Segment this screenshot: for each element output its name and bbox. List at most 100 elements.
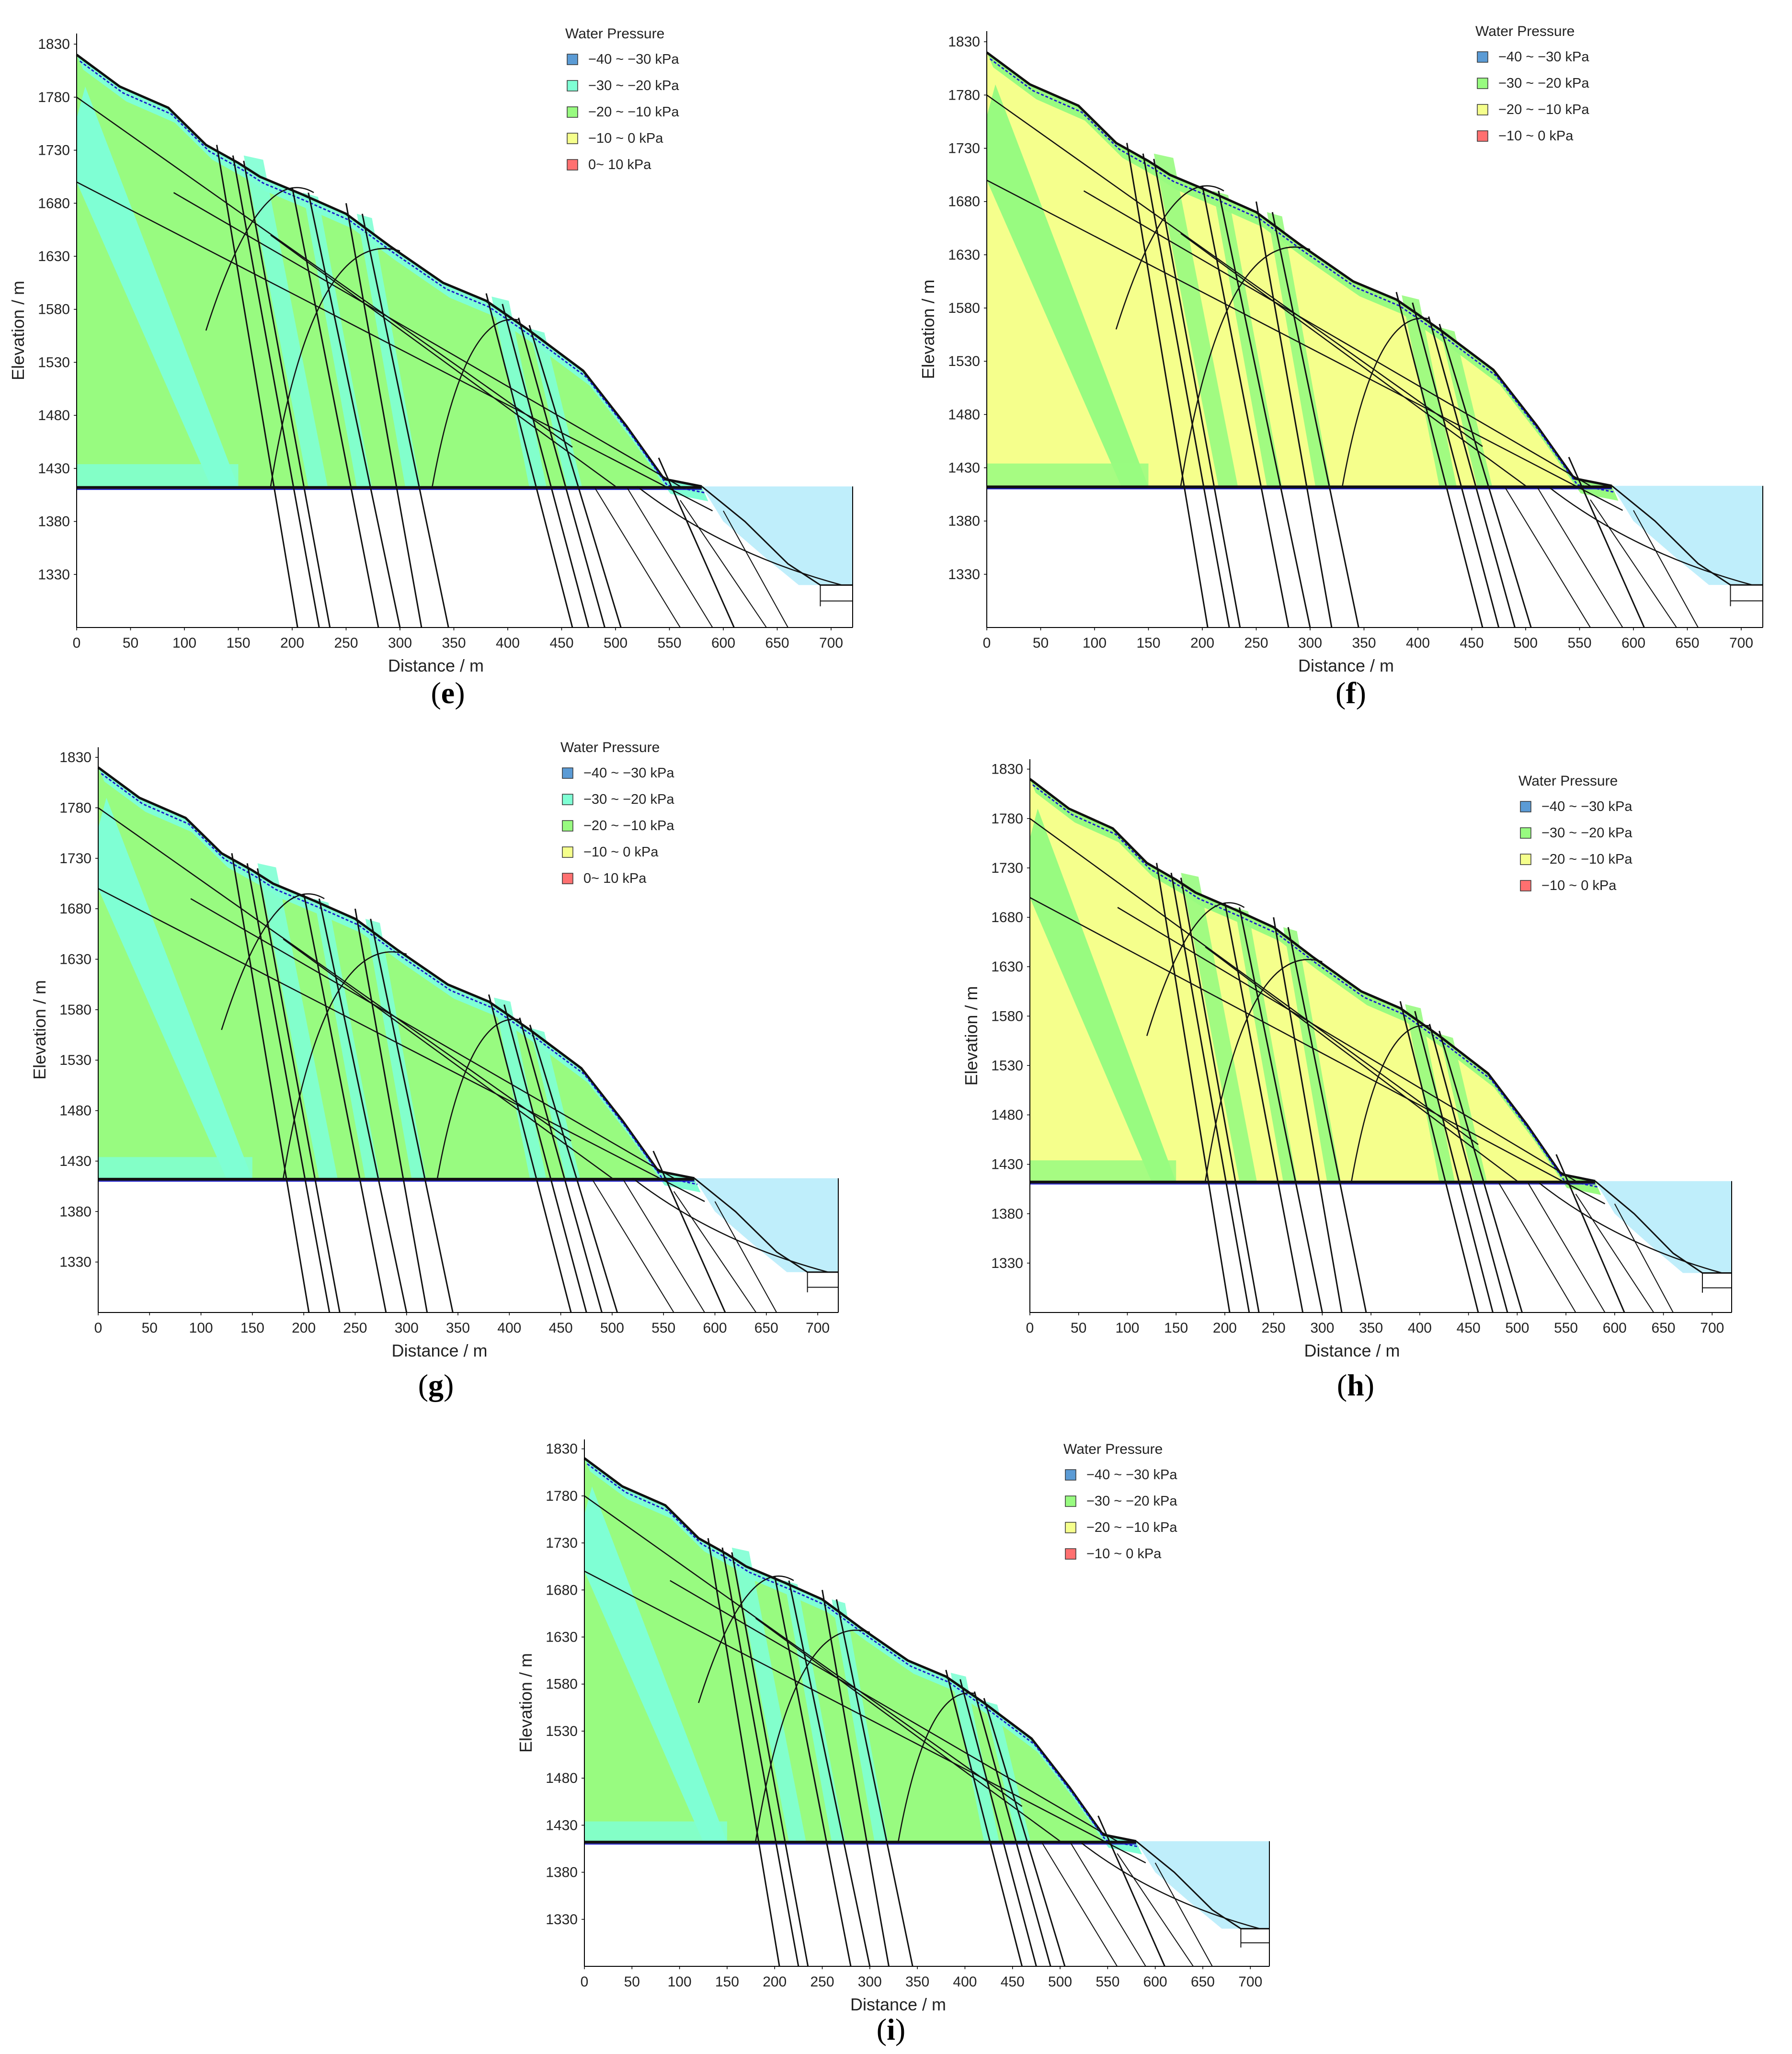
phreatic-line: [1032, 784, 1598, 1188]
legend-label: −10 ~ 0 kPa: [1086, 1546, 1162, 1562]
joint-line: [1395, 292, 1484, 628]
y-tick-label: 1530: [59, 1052, 91, 1068]
x-tick-label: 600: [1143, 1974, 1167, 1990]
legend-swatch: [567, 159, 578, 171]
base-band-fill: [584, 1821, 727, 1842]
chart-svg: 0 50 100 150 200 250 300 350 400 450 500 550 600 650 7…: [961, 759, 1732, 1360]
riverbed-line: [701, 486, 853, 586]
chart-panel-f: 0 50 100 150 200 250 300 350 400 450 500 550 600 650 7…: [910, 0, 1792, 733]
y-tick-label: 1830: [38, 36, 70, 52]
joint-line: [318, 898, 408, 1313]
chart-svg: 0 50 100 150 200 250 300 350 400 450 500 550 600 650 7…: [918, 23, 1763, 675]
y-tick-label: 1380: [38, 514, 70, 530]
steep-band-fill: [491, 297, 547, 488]
joint-line: [680, 500, 767, 628]
dip-line: [1117, 907, 1576, 1182]
x-tick-label: 600: [711, 635, 735, 651]
joint-line: [345, 203, 422, 628]
y-tick-label: 1680: [948, 194, 980, 210]
joint-line: [1218, 191, 1311, 628]
joint-line: [1614, 1203, 1674, 1313]
reservoir-water: [694, 1178, 838, 1272]
joint-line: [591, 1178, 674, 1313]
slip-arc: [1536, 1180, 1723, 1274]
slip-arc: [436, 1018, 520, 1179]
joint-line: [1154, 1862, 1213, 1967]
y-tick-label: 1330: [38, 567, 70, 582]
slip-arc: [1351, 1025, 1430, 1181]
x-tick-label: 300: [388, 635, 412, 651]
x-axis-title: Distance / m: [850, 1995, 946, 2014]
chart-svg: 0 50 100 150 200 250 300 350 400 450 500 550 600 650 7…: [8, 26, 853, 675]
joint-line: [1040, 1841, 1118, 1967]
joint-line: [502, 304, 590, 628]
x-axis-title: Distance / m: [1304, 1341, 1400, 1360]
x-axis-title: Distance / m: [391, 1341, 487, 1360]
y-tick-label: 1330: [948, 567, 980, 582]
steep-band-fill: [494, 997, 547, 1179]
slip-arc: [1205, 959, 1323, 1181]
slope-surface-line: [97, 766, 695, 1180]
steep-band-fill: [1405, 1004, 1455, 1182]
legend-title: Water Pressure: [565, 26, 664, 42]
joint-line: [1256, 201, 1333, 628]
slip-arc: [632, 1177, 828, 1273]
x-tick-label: 250: [334, 635, 358, 651]
x-tick-label: 400: [1408, 1320, 1432, 1336]
y-tick-label: 1680: [991, 910, 1023, 925]
x-tick-label: 200: [280, 635, 304, 651]
x-tick-label: 400: [497, 1320, 521, 1336]
x-tick-label: 650: [765, 635, 789, 651]
legend-label: −30 ~ −20 kPa: [1498, 76, 1589, 91]
x-tick-label: 100: [189, 1320, 213, 1336]
legend-title: Water Pressure: [1063, 1441, 1163, 1457]
x-tick-label: 600: [703, 1320, 727, 1336]
legend-swatch: [1065, 1469, 1076, 1481]
joint-line: [1497, 1181, 1576, 1313]
legend-label: −10 ~ 0 kPa: [583, 844, 659, 860]
slip-arc: [205, 187, 314, 331]
dip-line: [986, 180, 1623, 511]
joint-line: [1536, 485, 1623, 628]
y-tick-label: 1780: [38, 90, 70, 105]
dip-line: [755, 1618, 1061, 1842]
phreatic-line: [587, 1463, 1140, 1848]
joint-line: [485, 293, 573, 628]
y-tick-label: 1530: [948, 354, 980, 369]
legend-swatch: [1477, 104, 1488, 115]
slope-surface-line: [1029, 778, 1596, 1183]
legend-swatch: [1477, 130, 1488, 142]
legend-swatch: [1477, 78, 1488, 89]
slip-arc: [1180, 246, 1311, 486]
y-tick-label: 1780: [546, 1488, 578, 1504]
legend-swatch: [1520, 854, 1531, 865]
panel-label: (i): [876, 2012, 906, 2046]
joint-line: [1526, 1181, 1606, 1313]
x-tick-label: 300: [395, 1320, 419, 1336]
x-tick-label: 550: [1567, 635, 1591, 651]
slip-arc: [432, 319, 519, 487]
joint-line: [1097, 1815, 1165, 1967]
joint-line: [723, 510, 788, 628]
dip-line: [986, 94, 1483, 447]
steep-band-fill: [1153, 153, 1238, 487]
legend-swatch: [562, 846, 573, 858]
joint-line: [503, 1004, 587, 1313]
joint-line: [1428, 316, 1516, 628]
joint-line: [1428, 1024, 1508, 1313]
x-tick-label: 250: [1262, 1320, 1286, 1336]
dip-line: [1029, 818, 1479, 1145]
riverbed-line: [694, 1177, 838, 1273]
joint-line: [246, 863, 331, 1313]
y-tick-label: 1480: [546, 1770, 578, 1786]
dip-line: [270, 234, 616, 487]
x-tick-label: 450: [1457, 1320, 1481, 1336]
x-tick-label: 350: [1359, 1320, 1383, 1336]
joint-line: [529, 1025, 618, 1313]
steep-band-fill: [1402, 295, 1457, 487]
joint-line: [945, 1669, 1023, 1967]
slip-arc: [637, 486, 842, 586]
legend-title: Water Pressure: [1518, 773, 1618, 789]
joint-line: [1069, 1841, 1146, 1967]
joint-line: [1590, 499, 1677, 628]
